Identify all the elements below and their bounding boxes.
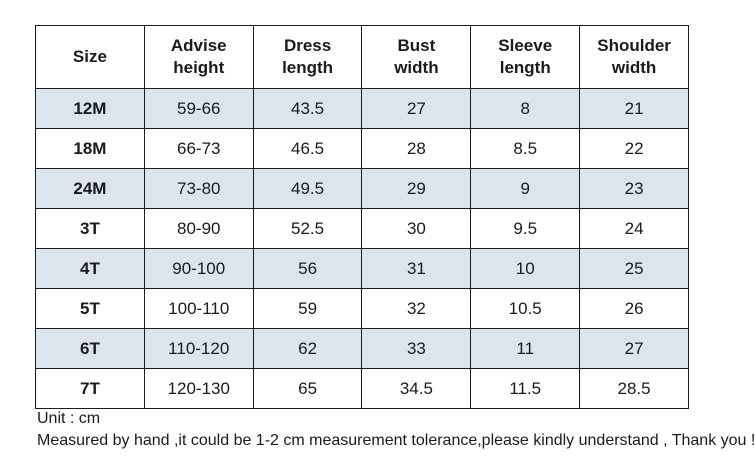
table-cell: 9: [470, 168, 581, 209]
table-cell: 10: [470, 248, 581, 289]
table-row-18m: 18M 66-73 46.5 28 8.5 22: [35, 128, 689, 169]
table-cell: 26: [579, 288, 689, 329]
table-cell: 65: [252, 368, 363, 409]
table-cell: 100-110: [143, 288, 254, 329]
table-cell: 32: [361, 288, 472, 329]
table-cell: 28: [361, 128, 472, 169]
table-cell: 59-66: [143, 88, 254, 129]
column-header-advise-height: Advise height: [143, 25, 254, 89]
table-row-12m: 12M 59-66 43.5 27 8 21: [35, 88, 689, 129]
table-cell: 21: [579, 88, 689, 129]
size-cell: 24M: [35, 168, 145, 209]
size-chart-table: Size Advise height Dress length Bust wid…: [35, 25, 689, 409]
table-body: 12M 59-66 43.5 27 8 21 18M 66-73 46.5 28…: [35, 88, 689, 409]
table-cell: 11.5: [470, 368, 581, 409]
table-cell: 33: [361, 328, 472, 369]
unit-note: Unit : cm: [37, 410, 101, 427]
table-cell: 43.5: [252, 88, 363, 129]
table-cell: 66-73: [143, 128, 254, 169]
table-cell: 23: [579, 168, 689, 209]
tolerance-note: Measured by hand ,it could be 1-2 cm mea…: [37, 432, 755, 449]
table-cell: 110-120: [143, 328, 254, 369]
table-row-4t: 4T 90-100 56 31 10 25: [35, 248, 689, 289]
table-row-24m: 24M 73-80 49.5 29 9 23: [35, 168, 689, 209]
table-cell: 90-100: [143, 248, 254, 289]
table-cell: 59: [252, 288, 363, 329]
table-cell: 8: [470, 88, 581, 129]
table-cell: 10.5: [470, 288, 581, 329]
header-row: Size Advise height Dress length Bust wid…: [35, 25, 689, 89]
column-header-bust-width: Bust width: [361, 25, 472, 89]
table-row-6t: 6T 110-120 62 33 11 27: [35, 328, 689, 369]
table-row-5t: 5T 100-110 59 32 10.5 26: [35, 288, 689, 329]
size-cell: 5T: [35, 288, 145, 329]
column-header-size: Size: [35, 25, 145, 89]
size-cell: 12M: [35, 88, 145, 129]
table-cell: 27: [579, 328, 689, 369]
table-cell: 29: [361, 168, 472, 209]
table-cell: 30: [361, 208, 472, 249]
table-cell: 73-80: [143, 168, 254, 209]
table-cell: 11: [470, 328, 581, 369]
size-cell: 18M: [35, 128, 145, 169]
size-cell: 3T: [35, 208, 145, 249]
table-row-3t: 3T 80-90 52.5 30 9.5 24: [35, 208, 689, 249]
size-cell: 7T: [35, 368, 145, 409]
table-cell: 34.5: [361, 368, 472, 409]
table-cell: 80-90: [143, 208, 254, 249]
table-cell: 25: [579, 248, 689, 289]
table-cell: 8.5: [470, 128, 581, 169]
table-cell: 24: [579, 208, 689, 249]
table-cell: 46.5: [252, 128, 363, 169]
table-cell: 31: [361, 248, 472, 289]
size-cell: 6T: [35, 328, 145, 369]
column-header-shoulder-width: Shoulder width: [579, 25, 689, 89]
column-header-dress-length: Dress length: [252, 25, 363, 89]
table-cell: 52.5: [252, 208, 363, 249]
table-cell: 56: [252, 248, 363, 289]
table-cell: 9.5: [470, 208, 581, 249]
table-cell: 120-130: [143, 368, 254, 409]
column-header-sleeve-length: Sleeve length: [470, 25, 581, 89]
table-row-7t: 7T 120-130 65 34.5 11.5 28.5: [35, 368, 689, 409]
size-cell: 4T: [35, 248, 145, 289]
table-header: Size Advise height Dress length Bust wid…: [35, 25, 689, 89]
table-cell: 28.5: [579, 368, 689, 409]
table-cell: 62: [252, 328, 363, 369]
table-cell: 49.5: [252, 168, 363, 209]
table-cell: 27: [361, 88, 472, 129]
table-cell: 22: [579, 128, 689, 169]
